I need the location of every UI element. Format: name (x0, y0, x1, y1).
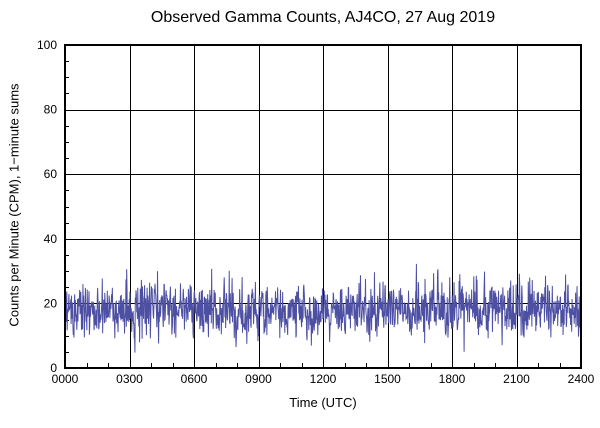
plot-border (64, 44, 582, 369)
y-tick-label: 80 (44, 103, 58, 117)
y-tick-label: 40 (44, 232, 58, 246)
x-tick-label: 1500 (374, 372, 401, 386)
x-tick-label: 0600 (181, 372, 208, 386)
gamma-counts-series (64, 263, 582, 353)
y-tick-label: 0 (50, 361, 57, 375)
chart-title: Observed Gamma Counts, AJ4CO, 27 Aug 201… (150, 9, 496, 26)
y-tick-label: 100 (37, 38, 57, 52)
x-tick-label: 1200 (310, 372, 337, 386)
y-tick-label: 20 (44, 296, 58, 310)
x-tick-label: 2400 (568, 372, 595, 386)
x-tick-label: 1800 (439, 372, 466, 386)
y-axis-label: Counts per Minute (CPM), 1−minute sums (6, 83, 22, 327)
x-tick-label: 2100 (503, 372, 530, 386)
x-tick-label: 0000 (52, 372, 79, 386)
x-tick-label: 0900 (245, 372, 272, 386)
x-axis-label: Time (UTC) (289, 395, 357, 410)
x-tick-label: 0300 (116, 372, 143, 386)
y-tick-label: 60 (44, 167, 58, 181)
